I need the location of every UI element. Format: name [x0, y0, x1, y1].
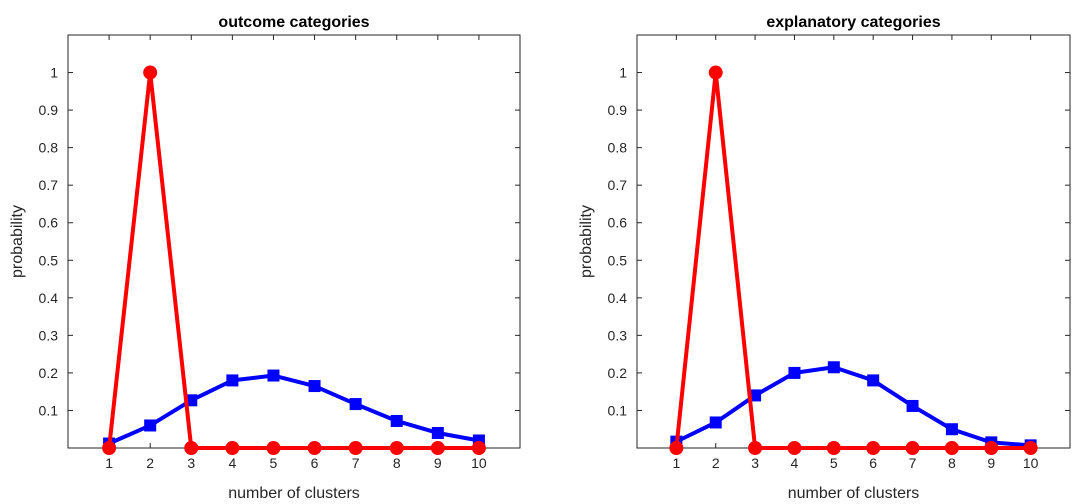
x-tick-label: 7 [352, 455, 360, 471]
x-tick-label: 10 [1023, 455, 1039, 471]
y-tick-label: 0.4 [608, 290, 628, 306]
x-tick-label: 4 [791, 455, 799, 471]
x-tick-label: 4 [228, 455, 236, 471]
y-axis-label: probability [9, 205, 26, 278]
x-tick-label: 6 [869, 455, 877, 471]
y-tick-label: 0.3 [608, 327, 628, 343]
data-point [102, 441, 117, 455]
series-line-1 [107, 70, 479, 450]
plot-area [636, 34, 1071, 449]
data-point [866, 441, 881, 455]
y-tick-label: 0.1 [39, 402, 59, 418]
y-tick-label: 0.8 [39, 140, 59, 156]
x-tick-label: 9 [987, 455, 995, 471]
data-point [389, 441, 404, 455]
data-point [708, 65, 723, 80]
data-point [669, 441, 684, 455]
data-point [349, 398, 362, 411]
chart-title: explanatory categories [766, 14, 940, 31]
data-point [308, 380, 321, 393]
data-point [431, 426, 444, 439]
x-tick-label: 1 [672, 455, 680, 471]
series-line-0 [675, 365, 1031, 448]
data-point [307, 441, 322, 455]
data-point [266, 441, 281, 455]
x-tick-label: 8 [948, 455, 956, 471]
x-tick-label: 9 [434, 455, 442, 471]
y-tick-label: 0.7 [608, 177, 628, 193]
data-point [471, 441, 486, 455]
data-point [749, 389, 762, 402]
data-point [827, 361, 840, 374]
x-tick-label: 7 [909, 455, 917, 471]
y-tick-label: 0.6 [39, 215, 59, 231]
data-point [867, 374, 880, 387]
data-point [787, 441, 802, 455]
series-line-0 [108, 373, 480, 446]
series-line-1 [674, 70, 1031, 450]
x-tick-label: 10 [471, 455, 487, 471]
data-point [226, 374, 239, 387]
data-point [788, 366, 801, 379]
x-tick-label: 1 [105, 455, 113, 471]
plot-area [67, 34, 521, 449]
y-tick-label: 0.9 [608, 102, 628, 118]
y-tick-label: 0.2 [608, 365, 628, 381]
data-point [984, 441, 999, 455]
data-point [906, 399, 919, 412]
data-point [184, 441, 199, 455]
y-tick-label: 1 [619, 65, 627, 81]
data-point [709, 416, 722, 429]
data-point [348, 441, 363, 455]
x-tick-label: 3 [187, 455, 195, 471]
chart-title: outcome categories [218, 14, 369, 31]
y-tick-label: 0.4 [39, 290, 59, 306]
y-tick-label: 0.1 [608, 402, 628, 418]
y-tick-label: 1 [50, 65, 58, 81]
data-point [225, 441, 240, 455]
data-point [944, 441, 959, 455]
y-tick-label: 0.2 [39, 365, 59, 381]
data-point [945, 423, 958, 436]
chart-explanatory-categories: 1 2 3 4 5 6 7 8 9 10 0.1 0.2 0.3 0.4 0.5 0.6 0.7 0.8 0.9 1 e… [578, 14, 1071, 502]
x-tick-label: 6 [311, 455, 319, 471]
y-tick-label: 0.9 [39, 102, 59, 118]
data-point [1023, 441, 1038, 455]
y-tick-label: 0.3 [39, 327, 59, 343]
x-tick-label: 5 [830, 455, 838, 471]
data-point [826, 441, 841, 455]
y-tick-label: 0.5 [608, 252, 628, 268]
data-point [390, 414, 403, 427]
y-tick-label: 0.8 [608, 140, 628, 156]
x-tick-label: 8 [393, 455, 401, 471]
data-point [144, 419, 157, 432]
x-tick-label: 5 [270, 455, 278, 471]
x-tick-label: 2 [146, 455, 154, 471]
data-point [748, 441, 763, 455]
data-point [267, 369, 280, 382]
x-axis-label: number of clusters [228, 485, 360, 502]
y-tick-label: 0.5 [39, 252, 59, 268]
x-axis-label: number of clusters [788, 485, 920, 502]
y-tick-label: 0.6 [608, 215, 628, 231]
x-tick-label: 2 [712, 455, 720, 471]
chart-outcome-categories: 1 2 3 4 5 6 7 8 9 10 0.1 0.2 0.3 0.4 0.5 0.6 0.7 0.8 0.9 1 o… [9, 14, 521, 502]
y-axis-label: probability [578, 205, 595, 278]
data-point [143, 65, 158, 80]
data-point [905, 441, 920, 455]
x-tick-label: 3 [751, 455, 759, 471]
data-point [430, 441, 445, 455]
y-tick-label: 0.7 [39, 177, 59, 193]
